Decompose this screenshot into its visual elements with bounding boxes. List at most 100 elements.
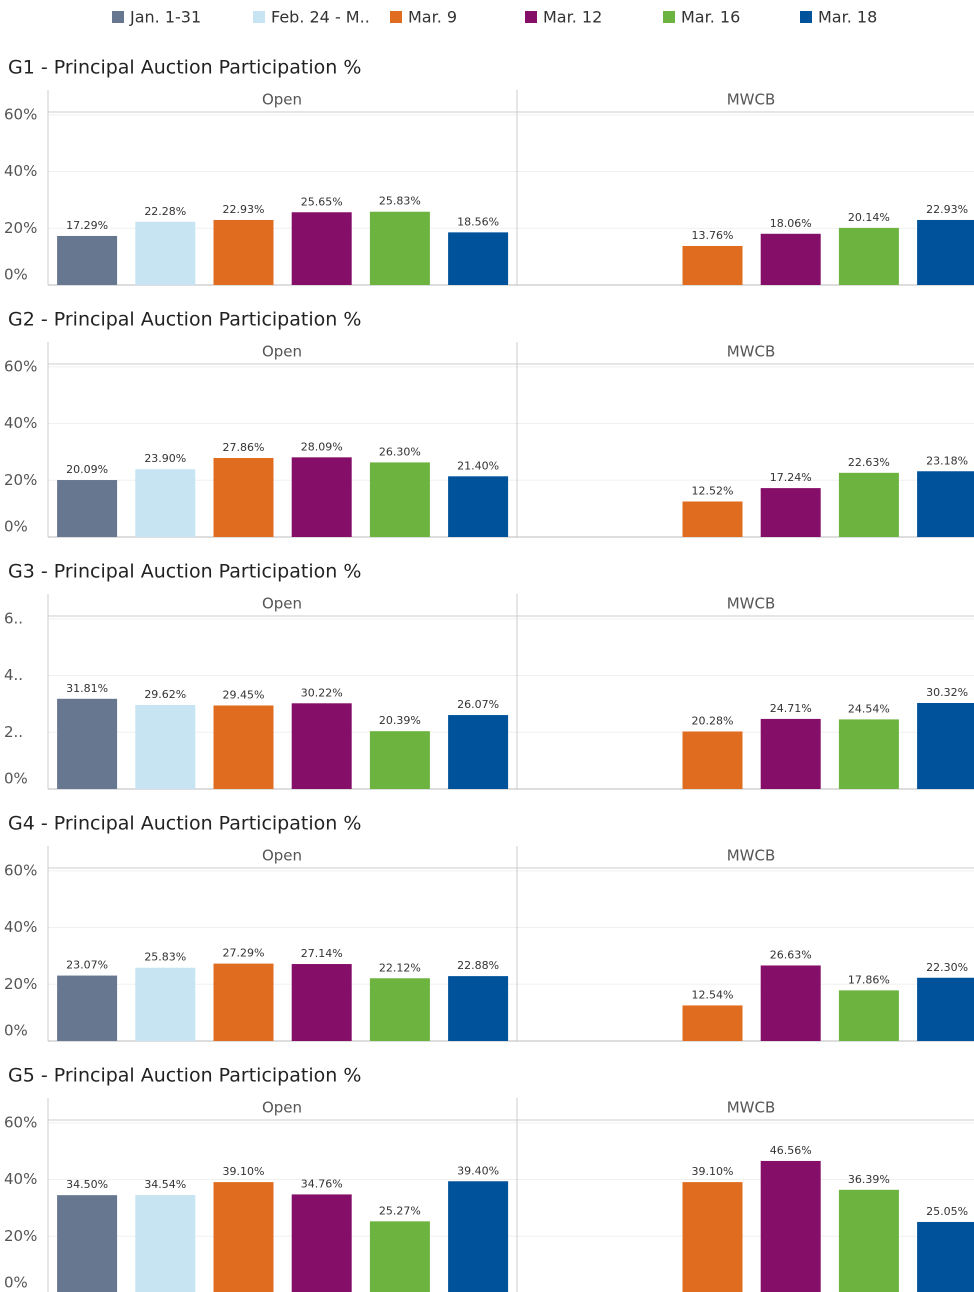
pane-label: MWCB bbox=[727, 91, 776, 109]
value-label: 18.56% bbox=[457, 215, 499, 228]
value-label: 31.81% bbox=[66, 682, 108, 695]
y-tick-label: 60% bbox=[4, 105, 37, 123]
legend-swatch bbox=[390, 11, 402, 23]
value-label: 23.90% bbox=[144, 452, 186, 465]
bar bbox=[838, 990, 899, 1041]
legend-label: Mar. 12 bbox=[543, 8, 602, 27]
bar bbox=[135, 704, 196, 789]
bar bbox=[682, 1005, 743, 1041]
pane-label: MWCB bbox=[727, 1099, 776, 1117]
pane-label: Open bbox=[262, 1099, 302, 1117]
bar bbox=[213, 457, 274, 537]
value-label: 17.86% bbox=[848, 973, 890, 986]
bar bbox=[760, 488, 821, 537]
value-label: 22.28% bbox=[144, 205, 186, 218]
value-label: 22.12% bbox=[379, 961, 421, 974]
bar bbox=[369, 462, 430, 537]
bar bbox=[57, 235, 118, 285]
value-label: 29.62% bbox=[144, 688, 186, 701]
value-label: 34.76% bbox=[301, 1177, 343, 1190]
pane-label: Open bbox=[262, 595, 302, 613]
value-label: 21.40% bbox=[457, 459, 499, 472]
bar bbox=[838, 227, 899, 285]
bar bbox=[448, 976, 509, 1041]
value-label: 39.10% bbox=[223, 1165, 265, 1178]
bar bbox=[291, 212, 352, 285]
value-label: 23.07% bbox=[66, 959, 108, 972]
chart-title: G3 - Principal Auction Participation % bbox=[8, 561, 361, 583]
value-label: 27.14% bbox=[301, 947, 343, 960]
value-label: 12.54% bbox=[692, 988, 734, 1001]
value-label: 27.29% bbox=[223, 947, 265, 960]
y-tick-label: 0% bbox=[4, 266, 28, 284]
bar bbox=[917, 703, 974, 789]
bar bbox=[291, 457, 352, 537]
y-tick-label: 20% bbox=[4, 975, 37, 993]
bar bbox=[135, 967, 196, 1041]
bar bbox=[917, 471, 974, 537]
value-label: 30.22% bbox=[301, 686, 343, 699]
y-tick-label: 2.. bbox=[4, 723, 23, 741]
y-tick-label: 20% bbox=[4, 219, 37, 237]
value-label: 39.10% bbox=[692, 1165, 734, 1178]
y-tick-label: 40% bbox=[4, 1170, 37, 1188]
bar bbox=[291, 1194, 352, 1292]
value-label: 17.24% bbox=[770, 471, 812, 484]
bar bbox=[369, 731, 430, 789]
bar bbox=[291, 703, 352, 789]
pane-label: MWCB bbox=[727, 343, 776, 361]
value-label: 25.83% bbox=[379, 195, 421, 208]
bar bbox=[838, 719, 899, 789]
bar bbox=[369, 1221, 430, 1292]
chart-title: G2 - Principal Auction Participation % bbox=[8, 309, 361, 331]
pane-label: Open bbox=[262, 847, 302, 865]
chart-title: G5 - Principal Auction Participation % bbox=[8, 1065, 361, 1087]
y-tick-label: 0% bbox=[4, 1022, 28, 1040]
bar bbox=[682, 1182, 743, 1292]
pane-label: MWCB bbox=[727, 847, 776, 865]
value-label: 30.32% bbox=[926, 686, 968, 699]
legend-label: Mar. 18 bbox=[818, 8, 877, 27]
bar bbox=[213, 219, 274, 285]
y-tick-label: 0% bbox=[4, 770, 28, 788]
legend-swatch bbox=[253, 11, 265, 23]
value-label: 22.93% bbox=[926, 203, 968, 216]
value-label: 25.27% bbox=[379, 1204, 421, 1217]
bar bbox=[213, 1182, 274, 1292]
legend-swatch bbox=[663, 11, 675, 23]
value-label: 46.56% bbox=[770, 1144, 812, 1157]
value-label: 22.93% bbox=[223, 203, 265, 216]
bar bbox=[682, 501, 743, 537]
y-tick-label: 0% bbox=[4, 1274, 28, 1292]
bar bbox=[448, 715, 509, 789]
value-label: 17.29% bbox=[66, 219, 108, 232]
y-tick-label: 60% bbox=[4, 357, 37, 375]
value-label: 34.54% bbox=[144, 1178, 186, 1191]
bar bbox=[760, 718, 821, 789]
pane-label: MWCB bbox=[727, 595, 776, 613]
value-label: 28.09% bbox=[301, 440, 343, 453]
legend-swatch bbox=[112, 11, 124, 23]
bar bbox=[57, 698, 118, 789]
bar bbox=[448, 232, 509, 285]
y-tick-label: 60% bbox=[4, 861, 37, 879]
bar bbox=[760, 965, 821, 1041]
legend-label: Feb. 24 - M.. bbox=[271, 8, 370, 27]
value-label: 27.86% bbox=[223, 441, 265, 454]
bar bbox=[369, 211, 430, 285]
bar bbox=[57, 975, 118, 1041]
bar bbox=[838, 1189, 899, 1292]
y-tick-label: 20% bbox=[4, 471, 37, 489]
value-label: 12.52% bbox=[692, 484, 734, 497]
bar bbox=[448, 476, 509, 537]
bar bbox=[682, 731, 743, 789]
value-label: 18.06% bbox=[770, 217, 812, 230]
bar bbox=[917, 219, 974, 285]
value-label: 22.63% bbox=[848, 456, 890, 469]
bar bbox=[369, 978, 430, 1041]
bar bbox=[448, 1181, 509, 1292]
bar bbox=[917, 1221, 974, 1292]
bar bbox=[760, 233, 821, 285]
y-tick-label: 20% bbox=[4, 1227, 37, 1245]
value-label: 20.14% bbox=[848, 211, 890, 224]
